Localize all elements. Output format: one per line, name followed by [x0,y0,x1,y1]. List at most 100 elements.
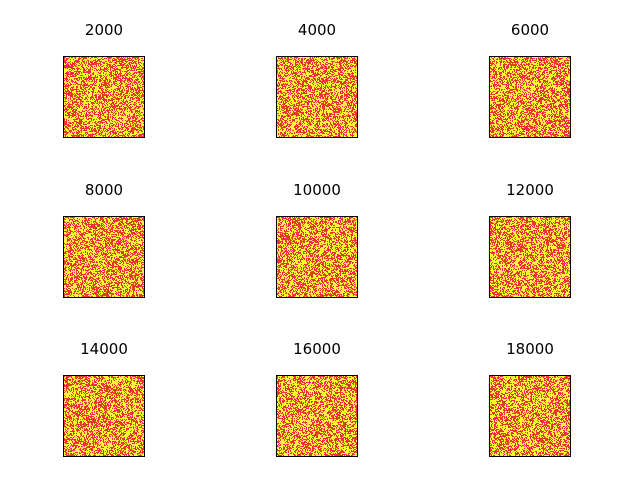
red-cell-run [106,232,111,233]
red-cell-run [129,114,130,115]
red-cell-run [292,119,295,120]
red-cell-run [86,71,91,72]
red-cell-run [74,71,81,72]
red-cell-run [78,131,80,132]
red-cell-run [342,126,344,127]
red-cell-run [561,78,565,79]
red-cell-run [339,78,340,79]
red-cell-run [567,136,570,137]
red-cell-run [298,102,302,103]
red-cell-run [562,120,565,121]
red-cell-run [111,105,113,106]
red-cell-run [64,58,65,59]
red-cell-run [560,97,561,98]
red-cell-run [326,123,328,124]
red-cell-run [311,99,312,100]
red-cell-run [350,66,353,67]
red-cell-run [317,98,318,99]
red-cell-run [514,80,519,81]
red-cell-run [114,118,115,119]
red-cell-run [346,88,348,89]
red-cell-run [301,76,303,77]
red-cell-run [562,71,567,72]
red-cell-run [64,118,65,119]
red-cell-run [338,72,339,73]
red-cell-run [340,123,341,124]
red-cell-run [87,83,88,84]
red-cell-run [496,114,501,115]
red-cell-run [92,95,93,96]
red-cell-run [77,84,82,85]
red-cell-run [490,98,498,99]
red-cell-run [516,90,518,91]
red-cell-run [345,64,348,65]
red-cell-run [338,103,339,104]
red-cell-run [93,78,95,79]
red-cell-run [116,88,121,89]
red-cell-run [67,229,68,230]
red-cell-run [561,62,563,63]
red-cell-run [107,130,109,131]
red-cell-run [498,107,500,108]
red-cell-run [106,73,107,74]
red-cell-run [300,95,301,96]
red-cell-run [336,95,338,96]
red-cell-run [92,85,93,86]
red-cell-run [118,124,119,125]
red-cell-run [141,224,142,225]
red-cell-run [315,72,316,73]
red-cell-run [501,126,504,127]
red-cell-run [348,65,349,66]
red-cell-run [75,66,77,67]
red-cell-run [127,134,128,135]
red-cell-run [99,80,102,81]
red-cell-run [121,218,128,219]
red-cell-run [499,99,500,100]
red-cell-run [354,117,355,118]
red-cell-run [542,132,544,133]
red-cell-run [319,97,321,98]
red-cell-run [495,106,497,107]
red-cell-run [506,74,508,75]
red-cell-run [497,91,499,92]
red-cell-run [317,67,318,68]
red-cell-run [74,62,75,63]
red-cell-run [567,59,568,60]
red-cell-run [334,113,335,114]
red-cell-run [116,124,117,125]
red-cell-run [132,85,134,86]
red-cell-run [93,231,94,232]
red-cell-run [130,117,131,118]
red-cell-run [73,232,74,233]
red-cell-run [354,116,355,117]
red-cell-run [114,89,116,90]
red-cell-run [137,227,138,228]
red-cell-run [81,233,84,234]
red-cell-run [73,99,75,100]
red-cell-run [105,90,107,91]
red-cell-run [137,235,139,236]
red-cell-run [550,134,558,135]
red-cell-run [347,126,348,127]
red-cell-run [286,68,288,69]
red-cell-run [332,126,333,127]
red-cell-run [345,122,347,123]
red-cell-run [99,126,101,127]
red-cell-run [494,104,495,105]
red-cell-run [64,80,65,81]
red-cell-run [296,80,297,81]
red-cell-run [64,234,65,235]
red-cell-run [96,218,98,219]
red-cell-run [348,125,349,126]
red-cell-run [320,58,321,59]
red-cell-run [325,57,326,58]
red-cell-run [302,134,303,135]
red-cell-run [354,61,357,62]
red-cell-run [128,82,129,83]
red-cell-run [101,71,102,72]
red-cell-run [112,118,113,119]
red-cell-run [511,59,512,60]
red-cell-run [356,102,357,103]
red-cell-run [538,69,539,70]
red-cell-run [109,81,111,82]
